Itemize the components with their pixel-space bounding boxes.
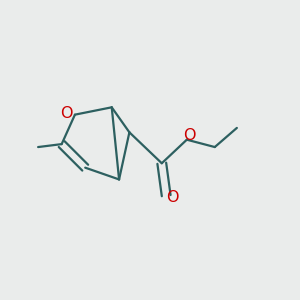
Text: O: O bbox=[60, 106, 73, 121]
Text: O: O bbox=[166, 190, 178, 205]
Text: O: O bbox=[184, 128, 196, 143]
